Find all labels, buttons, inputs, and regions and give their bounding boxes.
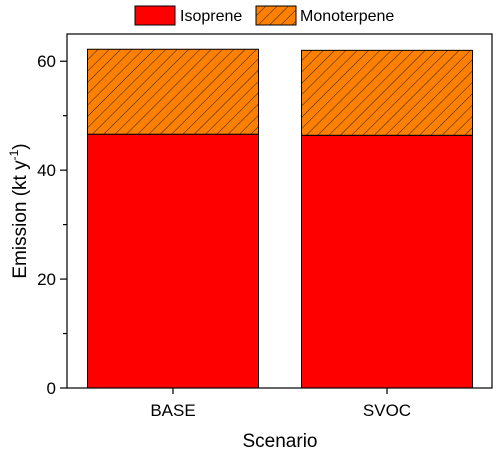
x-axis-ticks: BASE SVOC: [150, 388, 411, 420]
bar-monoterpene-base: [87, 48, 259, 135]
y-tick-label-60: 60: [37, 52, 56, 71]
y-tick-label-20: 20: [37, 270, 56, 289]
x-axis-title: Scenario: [243, 431, 318, 452]
y-axis-title: Emission (kt y-1): [7, 143, 31, 278]
legend: Isoprene Monoterpene: [134, 5, 394, 26]
y-tick-label-40: 40: [37, 161, 56, 180]
x-tick-label-svoc: SVOC: [363, 401, 411, 420]
plot-frame: [66, 33, 493, 389]
bar-isoprene-base: [87, 133, 259, 389]
bars: [87, 48, 473, 389]
bar-monoterpene-svoc: [301, 49, 473, 136]
legend-swatch-monoterpene: [255, 5, 297, 26]
legend-label-isoprene: Isoprene: [180, 8, 242, 25]
legend-swatch-isoprene: [134, 5, 176, 26]
bar-isoprene-svoc: [301, 134, 473, 389]
x-tick-label-base: BASE: [150, 401, 195, 420]
y-axis-ticks: 0 20 40 60: [37, 52, 67, 398]
y-tick-label-0: 0: [47, 379, 56, 398]
legend-label-monoterpene: Monoterpene: [300, 8, 394, 25]
